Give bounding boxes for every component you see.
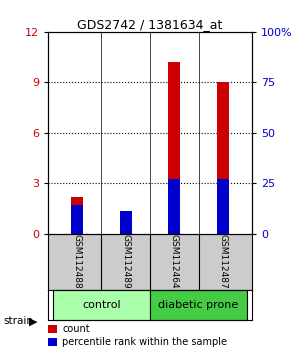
Bar (53, 290, 150, 320)
Text: count: count (62, 324, 90, 334)
Bar (48, 325, 57, 333)
Bar (48, 338, 57, 346)
Text: GSM112489: GSM112489 (121, 234, 130, 289)
Bar (150, 290, 247, 320)
Text: control: control (82, 300, 121, 310)
Text: ▶: ▶ (28, 316, 37, 326)
Bar (120, 211, 132, 234)
Text: strain: strain (3, 316, 33, 326)
Title: GDS2742 / 1381634_at: GDS2742 / 1381634_at (77, 18, 223, 31)
Text: GSM112487: GSM112487 (218, 234, 227, 289)
Bar (120, 221, 132, 234)
Bar (217, 82, 229, 234)
Text: percentile rank within the sample: percentile rank within the sample (62, 337, 227, 347)
Bar (71, 205, 83, 234)
Bar (168, 62, 180, 234)
Bar (217, 179, 229, 234)
Text: GSM112464: GSM112464 (170, 234, 179, 289)
Bar (71, 196, 83, 234)
Text: diabetic prone: diabetic prone (158, 300, 239, 310)
Text: GSM112488: GSM112488 (73, 234, 82, 289)
Bar (168, 179, 180, 234)
